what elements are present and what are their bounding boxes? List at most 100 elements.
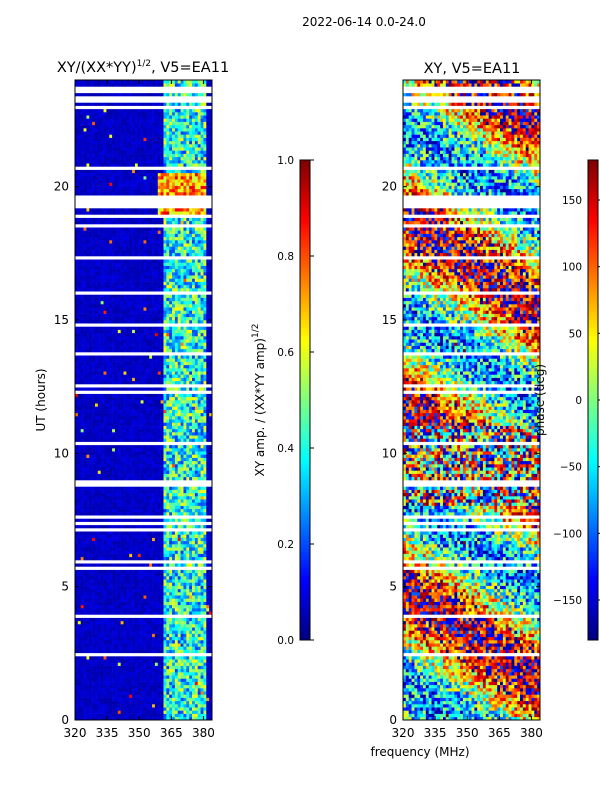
heatmap-cell (143, 611, 147, 615)
heatmap-cell (206, 374, 210, 378)
heatmap-cell (140, 656, 144, 660)
heatmap-cell (140, 492, 144, 497)
heatmap-cell (206, 579, 210, 583)
heatmap-cell (100, 694, 104, 698)
amplitude-heatmap (75, 80, 213, 721)
heatmap-cell (106, 412, 110, 417)
heatmap-cell (112, 697, 116, 702)
heatmap-cell (109, 409, 113, 414)
heatmap-cell (189, 364, 193, 369)
heatmap-cell (160, 633, 164, 638)
heatmap-cell (123, 345, 127, 350)
heatmap-cell (143, 403, 147, 407)
heatmap-cell (75, 432, 79, 436)
heatmap-cell (123, 620, 127, 625)
heatmap-cell (200, 569, 204, 574)
heatmap-cell (97, 710, 101, 714)
heatmap-cell (186, 643, 190, 647)
heatmap-cell (109, 524, 113, 529)
heatmap-cell (114, 361, 119, 366)
heatmap-cell (75, 556, 79, 561)
heatmap-cell (163, 595, 167, 599)
heatmap-cell (123, 476, 127, 481)
heatmap-cell (83, 569, 87, 574)
heatmap-cell (174, 364, 179, 369)
heatmap-cell (192, 403, 196, 407)
heatmap-cell (86, 627, 90, 631)
heatmap-cell (186, 592, 190, 596)
heatmap-cell (197, 448, 201, 452)
heatmap-cell (132, 489, 136, 494)
heatmap-cell (163, 454, 167, 458)
heatmap-cell (134, 380, 139, 385)
heatmap-cell (169, 579, 173, 583)
heatmap-cell (146, 556, 150, 561)
heatmap-cell (94, 470, 99, 474)
heatmap-cell (117, 518, 121, 522)
heatmap-cell (117, 368, 121, 372)
heatmap-cell (103, 684, 107, 689)
heatmap-cell (192, 368, 196, 372)
heatmap-cell (106, 627, 110, 631)
heatmap-cell (186, 380, 190, 385)
heatmap-cell (75, 627, 79, 631)
heatmap-cell (143, 428, 147, 433)
heatmap-cell (112, 704, 116, 708)
heatmap-cell (106, 665, 110, 670)
heatmap-cell (192, 572, 196, 577)
heatmap-cell (94, 588, 99, 593)
heatmap-cell (177, 409, 181, 414)
heatmap-cell (132, 438, 136, 442)
heatmap-cell (77, 656, 81, 660)
heatmap-cell (109, 640, 113, 644)
heatmap-cell (154, 633, 159, 638)
heatmap-cell (183, 432, 187, 436)
heatmap-cell (132, 425, 136, 430)
heatmap-cell (160, 454, 164, 458)
heatmap-cell (209, 684, 213, 689)
heatmap-cell (172, 611, 176, 615)
heatmap-cell (183, 592, 187, 596)
heatmap-cell (117, 675, 121, 679)
heatmap-cell (172, 713, 176, 718)
heatmap-cell (112, 444, 116, 449)
heatmap-cell (186, 630, 190, 634)
heatmap-cell (186, 585, 190, 590)
heatmap-cell (126, 585, 130, 590)
heatmap-cell (180, 630, 184, 634)
heatmap-cell (197, 412, 201, 417)
heatmap-cell (129, 688, 133, 692)
heatmap-cell (174, 710, 179, 714)
heatmap-cell (200, 537, 204, 542)
heatmap-cell (77, 569, 81, 574)
heatmap-cell (123, 540, 127, 545)
heatmap-cell (174, 544, 179, 548)
heatmap-cell (152, 563, 156, 567)
heatmap-cell (132, 713, 136, 718)
heatmap-cell (200, 585, 204, 590)
heatmap-cell (192, 595, 196, 599)
heatmap-cell (157, 601, 161, 606)
heatmap-cell (163, 640, 167, 644)
heatmap-cell (189, 454, 193, 458)
heatmap-cell (172, 672, 176, 676)
heatmap-cell (203, 406, 207, 410)
heatmap-cell (177, 438, 181, 442)
heatmap-cell (80, 422, 84, 426)
heatmap-cell (200, 531, 204, 535)
heatmap-cell (169, 451, 173, 455)
heatmap-cell (206, 358, 210, 362)
heatmap-cell (154, 355, 159, 359)
heatmap-cell (206, 636, 210, 641)
heatmap-cell (186, 505, 190, 510)
heatmap-cell (100, 713, 104, 718)
heatmap-cell (183, 550, 187, 554)
heatmap-cell (92, 534, 96, 538)
heatmap-cell (140, 387, 144, 391)
flagged-row (75, 515, 212, 519)
heatmap-cell (132, 467, 136, 471)
heatmap-cell (206, 460, 210, 465)
heatmap-cell (137, 380, 141, 385)
heatmap-cell (169, 540, 173, 545)
heatmap-cell (203, 633, 207, 638)
